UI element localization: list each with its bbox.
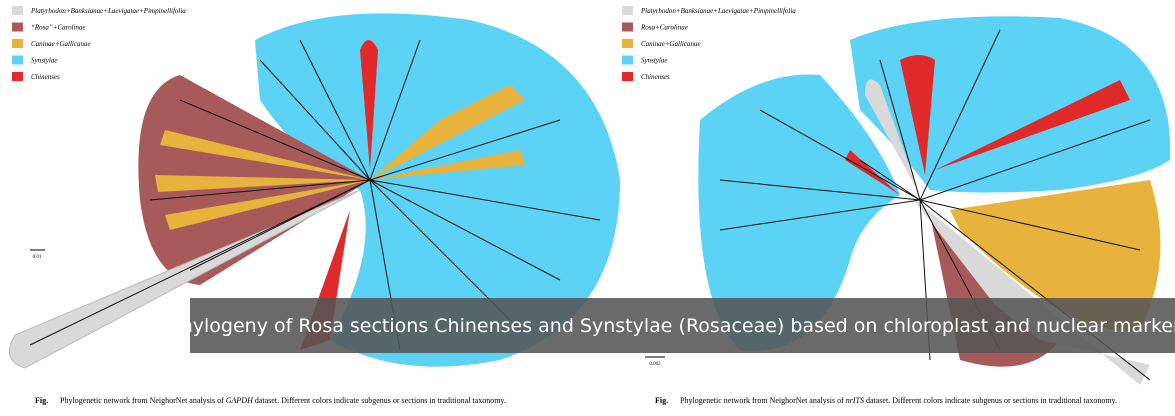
platyrhodon-region	[8, 189, 361, 369]
scale-label: 0.002	[649, 362, 661, 367]
legend-swatch	[622, 55, 633, 65]
legend-label: “Rosa”+Carolinae	[31, 24, 86, 32]
legend-swatch	[12, 6, 23, 15]
caption-part: Phylogenetic network from NeighorNet ana…	[680, 396, 846, 405]
scale-label: 0.01	[33, 255, 42, 260]
legend-label: Platyrhodon+Banksianae+Laevigatae+Pimpin…	[640, 7, 796, 15]
legend-swatch	[12, 55, 23, 65]
chinenses-region	[845, 55, 1130, 195]
legend-swatch	[622, 22, 633, 32]
legend-swatch	[12, 72, 23, 81]
legend-swatch	[622, 6, 633, 15]
legend-swatch	[622, 72, 633, 81]
legends: Platyrhodon+Banksianae+Laevigatae+Pimpin…	[12, 6, 796, 81]
caption-part: dataset. Different colors indicate subge…	[864, 396, 1117, 405]
caption-part: Phylogenetic network from NeighorNet ana…	[60, 396, 226, 405]
legend-label: Synstylae	[641, 57, 667, 65]
legend-label: Platyrhodon+Banksianae+Laevigatae+Pimpin…	[30, 7, 186, 15]
network-edges	[29, 39, 601, 351]
caption-text: Phylogenetic network from NeighorNet ana…	[680, 396, 1117, 405]
chinenses-region	[300, 40, 378, 350]
network-edges	[719, 29, 1151, 381]
legend-label: Caninae+Gallicanae	[641, 40, 701, 48]
left-network: 0.01	[8, 13, 620, 369]
synstylae-region	[255, 13, 620, 367]
caninae-region	[155, 130, 370, 230]
caption-part: GAPDH	[226, 396, 254, 405]
caption-label: Fig.	[35, 396, 48, 405]
caption-part: nrITS	[846, 396, 864, 405]
captions: Fig. Phylogenetic network from NeighorNet…	[35, 396, 1117, 405]
legend-label: Rosa+Carolinae	[640, 24, 688, 32]
banner-title: Phylogeny of Rosa sections Chinenses and…	[169, 315, 1175, 337]
synstylae-left-region	[698, 74, 900, 351]
caption-part: dataset. Different colors indicate subge…	[253, 396, 506, 405]
caninae-region-2	[370, 85, 525, 180]
caption-label: Fig.	[655, 396, 668, 405]
legend-label: Chinenses	[31, 73, 60, 81]
legend-label: Synstylae	[31, 57, 57, 65]
synstylae-top-region	[850, 16, 1171, 193]
banner-background	[190, 298, 1175, 353]
legend-swatch	[12, 39, 23, 48]
legend-swatch	[12, 22, 23, 32]
caninae-region	[950, 180, 1161, 331]
legend-label: Chinenses	[641, 73, 670, 81]
legend-label: Caninae+Gallicanae	[31, 40, 91, 48]
caption-text: Phylogenetic network from NeighorNet ana…	[60, 396, 506, 405]
right-network: 0.002	[645, 16, 1171, 385]
legend-swatch	[622, 39, 633, 48]
